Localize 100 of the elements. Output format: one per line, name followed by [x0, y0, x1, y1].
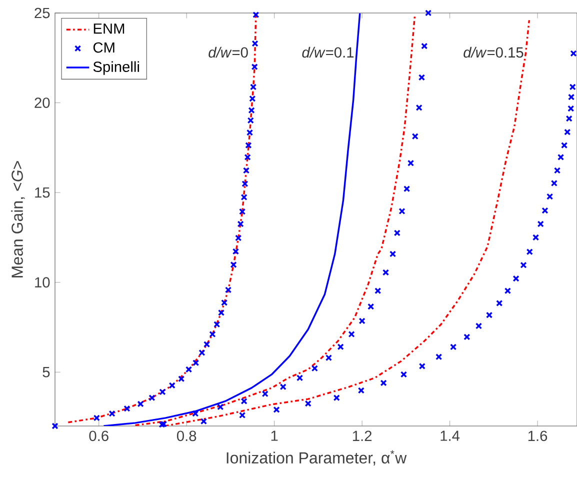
x-tick-label: 0.8 [176, 430, 196, 442]
y-tick-label: 20 [34, 98, 50, 108]
y-tick-label: 25 [34, 8, 50, 18]
point [159, 388, 166, 396]
point [358, 387, 365, 394]
point [407, 160, 414, 166]
point [251, 64, 258, 70]
point [394, 230, 400, 236]
point [137, 400, 144, 408]
point [337, 343, 344, 350]
point [546, 193, 554, 200]
point [218, 309, 225, 316]
point [252, 40, 258, 47]
point [108, 410, 116, 417]
point [486, 312, 493, 318]
point [238, 412, 246, 419]
point [192, 359, 200, 366]
point [209, 330, 216, 338]
point [560, 142, 568, 149]
annotation: d/w=0.15 [464, 46, 524, 58]
point [512, 275, 520, 282]
point [304, 400, 312, 407]
point [436, 354, 442, 360]
point [252, 11, 260, 18]
point [242, 167, 250, 174]
point [217, 404, 224, 410]
point [537, 220, 544, 228]
point [237, 220, 244, 228]
point [368, 303, 374, 310]
point [93, 414, 100, 422]
x-tick-label: 1.6 [528, 430, 548, 442]
point [418, 74, 426, 81]
legend-label: Spinelli [93, 61, 139, 75]
point [240, 398, 248, 405]
point [421, 42, 428, 50]
point [382, 269, 390, 276]
point [475, 322, 482, 330]
point [496, 300, 503, 306]
point [200, 418, 208, 425]
point [280, 384, 286, 390]
point [564, 128, 571, 136]
point [235, 234, 242, 242]
point [504, 287, 512, 294]
point [358, 318, 366, 324]
point [238, 208, 246, 215]
point [52, 422, 58, 430]
point [403, 185, 410, 192]
point [398, 208, 406, 215]
legend-label: ENM [94, 24, 124, 34]
point [380, 380, 387, 386]
point [198, 349, 206, 356]
annotation: d/w=0 [208, 46, 248, 58]
point [232, 248, 240, 255]
point [246, 129, 254, 136]
point [520, 262, 527, 268]
point [203, 340, 210, 348]
annotation: d/w=0.1 [302, 46, 354, 58]
point [247, 117, 254, 124]
x-tick-label: 1.2 [352, 430, 372, 441]
point [568, 105, 574, 112]
point [158, 421, 166, 428]
line-series [67, 14, 257, 424]
y-tick-label: 15 [35, 187, 50, 198]
point [424, 10, 432, 16]
y-axis-title: Mean Gain, <G> [11, 161, 25, 278]
point [416, 104, 422, 111]
point [389, 250, 396, 258]
point [242, 180, 248, 188]
point [249, 95, 256, 102]
point [214, 321, 220, 328]
point [418, 362, 426, 370]
point [168, 382, 176, 389]
point [160, 420, 168, 428]
point [348, 330, 355, 338]
point [245, 142, 252, 149]
point [192, 410, 199, 417]
legend-label: CM [93, 42, 114, 53]
point [311, 365, 318, 372]
point [248, 107, 255, 114]
point [230, 261, 237, 268]
point [221, 299, 228, 306]
point [570, 50, 577, 57]
y-tick-label: 5 [42, 367, 50, 378]
point [450, 344, 457, 350]
point [224, 286, 232, 294]
x-tick-label: 0.6 [89, 430, 108, 442]
point [566, 115, 572, 122]
point [185, 366, 192, 373]
point [400, 371, 408, 378]
x-tick-label: 1 [271, 430, 278, 441]
point [569, 84, 576, 90]
point [532, 234, 540, 241]
point [554, 167, 561, 174]
point [244, 154, 251, 161]
point [148, 394, 156, 402]
point [178, 375, 185, 382]
point [273, 406, 280, 413]
x-axis-title: Ionization Parameter, α$^{*}$w [226, 450, 407, 466]
point [240, 194, 248, 201]
point [262, 390, 268, 398]
